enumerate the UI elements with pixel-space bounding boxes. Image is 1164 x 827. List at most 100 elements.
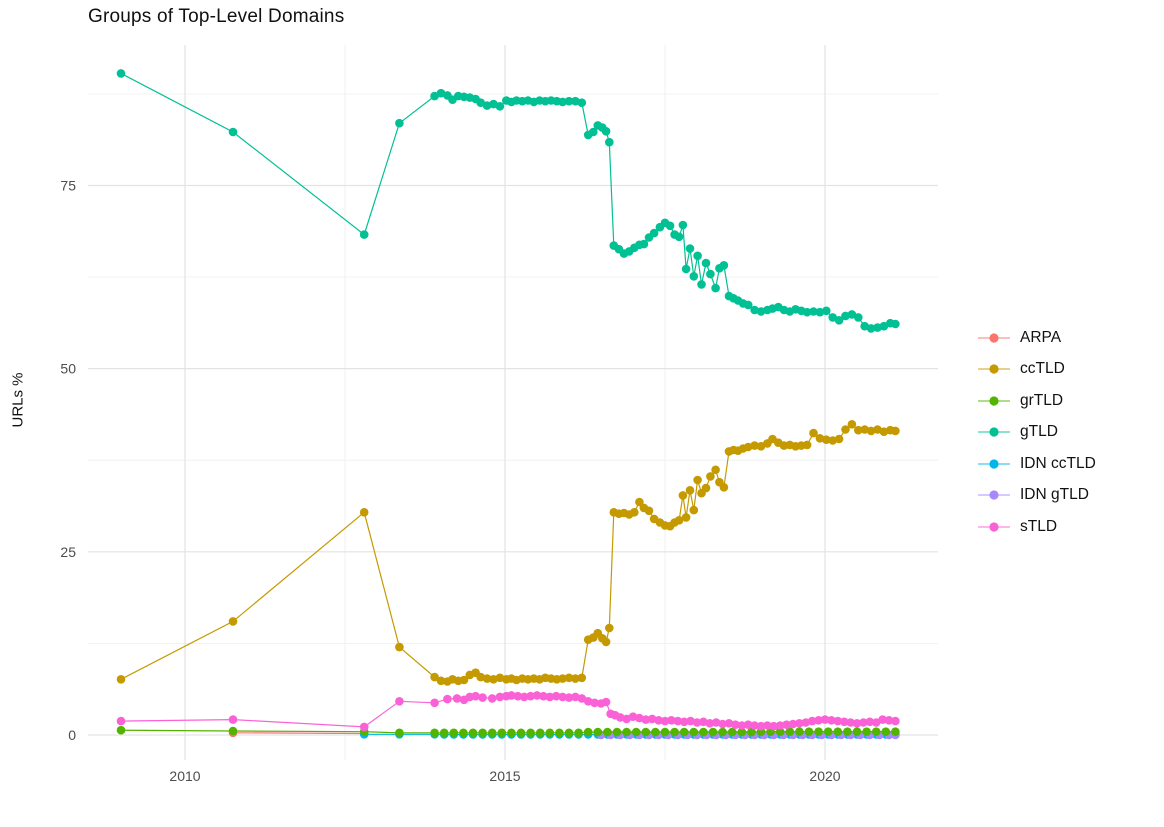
data-point <box>476 98 486 107</box>
data-point <box>459 675 469 685</box>
data-point <box>478 728 487 738</box>
data-point <box>601 127 611 136</box>
y-tick-label: 0 <box>68 727 76 743</box>
data-point <box>665 221 675 231</box>
data-point <box>516 728 526 738</box>
data-point <box>802 440 812 450</box>
data-point <box>693 475 702 485</box>
data-point <box>558 692 567 702</box>
data-point <box>719 261 729 270</box>
data-point <box>654 716 663 725</box>
data-point <box>743 300 753 310</box>
data-point <box>719 483 729 492</box>
series-points-grTLD <box>116 725 900 738</box>
data-point <box>116 675 126 684</box>
data-point <box>862 727 871 736</box>
data-point <box>449 728 459 738</box>
data-point <box>891 716 900 726</box>
legend-label: IDN gTLD <box>1020 486 1089 504</box>
x-tick-label: 2020 <box>809 768 840 784</box>
data-point <box>478 693 487 702</box>
data-point <box>743 720 753 729</box>
legend-label: IDN ccTLD <box>1020 454 1096 472</box>
data-point <box>743 442 753 452</box>
data-point <box>564 728 574 738</box>
data-point <box>507 728 516 738</box>
data-point <box>785 727 795 736</box>
data-point <box>699 727 708 737</box>
data-point <box>884 716 894 725</box>
y-tick-label: 75 <box>60 177 76 193</box>
data-point <box>589 127 598 137</box>
data-point <box>555 728 564 738</box>
data-point <box>459 728 468 738</box>
series-line-ccTLD <box>120 423 896 683</box>
data-point <box>228 715 238 724</box>
data-point <box>833 727 843 736</box>
data-point <box>228 726 238 736</box>
data-point <box>679 727 689 737</box>
data-point <box>697 280 706 289</box>
data-point <box>439 728 449 738</box>
data-point <box>507 691 516 700</box>
data-point <box>804 727 814 736</box>
legend-marker-icon <box>978 333 1010 343</box>
data-point <box>395 118 404 128</box>
data-point <box>828 313 837 322</box>
data-point <box>526 691 535 701</box>
data-point <box>833 716 843 726</box>
data-point <box>763 721 772 730</box>
data-point <box>651 727 660 737</box>
data-point <box>605 623 614 633</box>
series-points-ccTLD <box>116 420 900 686</box>
data-point <box>497 728 507 738</box>
data-point <box>535 728 545 738</box>
data-point <box>809 307 818 316</box>
data-point <box>116 69 126 78</box>
data-point <box>809 428 818 438</box>
data-point <box>854 313 863 322</box>
x-tick-label: 2015 <box>489 768 520 784</box>
data-point <box>681 513 691 522</box>
data-point <box>647 714 657 724</box>
data-point <box>871 718 881 727</box>
data-point <box>823 727 833 736</box>
data-point <box>590 698 599 708</box>
legend-item-arpa: ARPA <box>977 322 1096 354</box>
data-point <box>689 505 699 515</box>
data-point <box>471 691 480 701</box>
data-point <box>878 715 887 724</box>
data-point <box>891 319 900 329</box>
legend-label: ARPA <box>1020 328 1062 346</box>
legend-item-idn-gtld: IDN gTLD <box>977 480 1096 512</box>
data-point <box>843 727 852 736</box>
data-point <box>731 720 740 729</box>
data-point <box>724 719 734 728</box>
data-point <box>686 716 695 726</box>
data-point <box>737 727 747 737</box>
data-point <box>487 694 497 703</box>
data-point <box>577 673 587 683</box>
data-point <box>641 715 651 724</box>
data-point <box>443 694 452 704</box>
data-point <box>701 258 711 268</box>
data-point <box>395 728 404 738</box>
series-points-sTLD <box>116 691 900 732</box>
data-point <box>815 434 825 443</box>
series-line-ARPA <box>232 732 365 735</box>
data-point <box>871 727 881 736</box>
data-point <box>468 728 478 738</box>
legend-item-idn-cctld: IDN ccTLD <box>977 448 1096 480</box>
data-point <box>711 465 720 475</box>
data-point <box>603 727 612 737</box>
legend-label: sTLD <box>1020 517 1058 535</box>
data-point <box>788 719 798 729</box>
series-line-gTLD <box>120 72 896 330</box>
legend-marker-icon <box>978 522 1010 532</box>
data-point <box>866 324 876 333</box>
data-point <box>583 727 593 737</box>
data-point <box>551 691 561 701</box>
data-point <box>495 692 505 702</box>
